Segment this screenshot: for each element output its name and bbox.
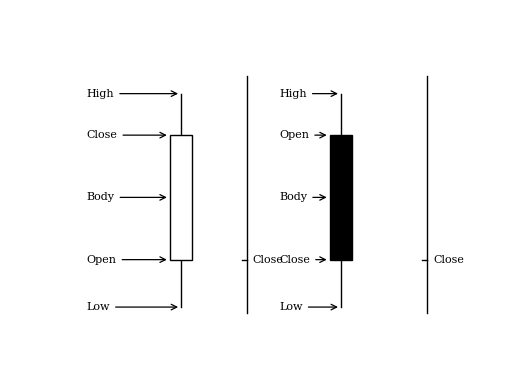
Text: Open: Open [279,130,325,140]
Text: Close: Close [87,130,166,140]
Text: Body: Body [87,192,166,203]
Text: Close: Close [253,254,284,264]
Text: Close: Close [279,254,325,264]
Bar [170,135,192,259]
Text: Low: Low [279,302,336,312]
Text: Close: Close [433,254,464,264]
Text: High: High [87,89,177,99]
Text: Body: Body [279,192,325,203]
Bar [330,135,352,259]
Text: Open: Open [87,254,166,264]
Text: Low: Low [87,302,177,312]
Text: High: High [279,89,336,99]
